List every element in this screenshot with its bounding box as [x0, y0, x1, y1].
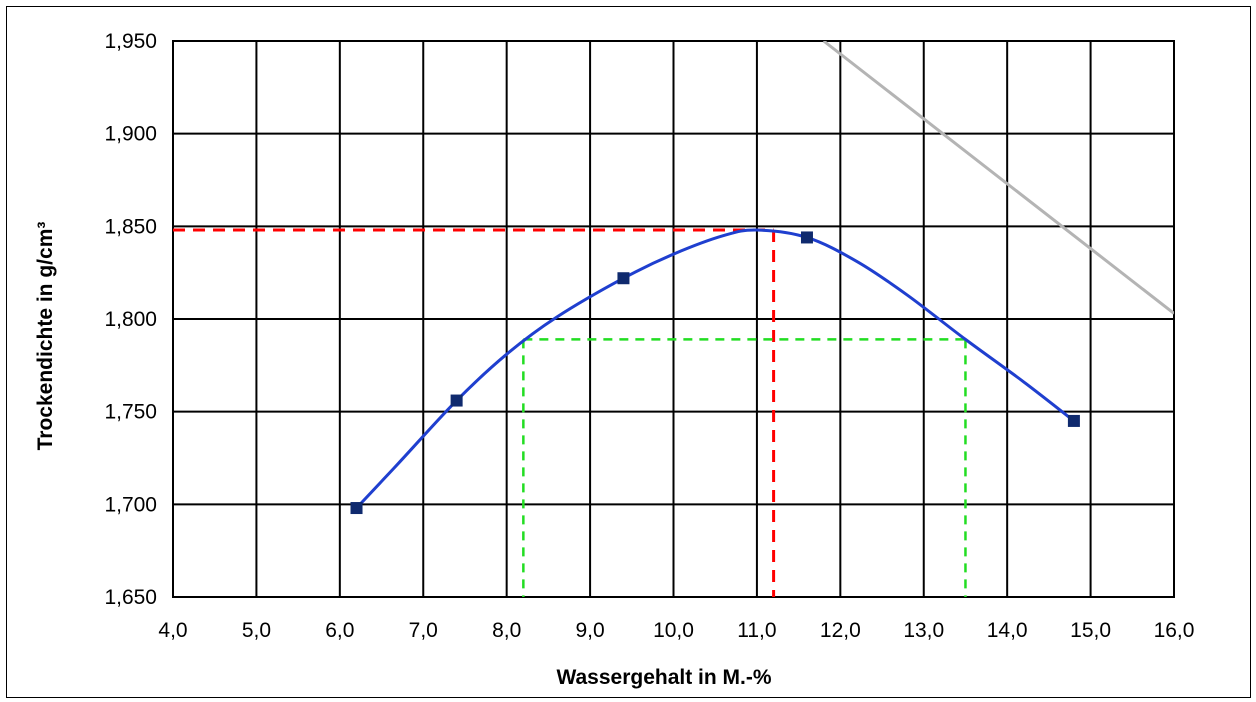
- x-tick-label: 11,0: [737, 619, 776, 642]
- x-tick-label: 4,0: [158, 619, 187, 642]
- data-point-marker: [617, 272, 630, 285]
- x-tick-label: 5,0: [242, 619, 271, 642]
- data-point-marker: [450, 394, 463, 407]
- guide-lines: [173, 228, 967, 597]
- series: [355, 41, 1174, 510]
- proctor-curve: [355, 228, 1075, 510]
- data-point-marker: [800, 231, 813, 244]
- x-tick-label: 15,0: [1070, 619, 1111, 642]
- y-axis-title: Trockendichte in g/cm³: [34, 222, 57, 451]
- y-tick-label: 1,800: [104, 308, 157, 331]
- x-axis-title: Wassergehalt in M.-%: [556, 666, 771, 689]
- markers: [350, 231, 1080, 515]
- x-tick-label: 13,0: [903, 619, 944, 642]
- x-tick-label: 8,0: [492, 619, 521, 642]
- y-tick-label: 1,750: [104, 401, 157, 424]
- data-point-marker: [350, 502, 363, 515]
- plot-border: [172, 40, 1175, 598]
- x-tick-label: 10,0: [653, 619, 694, 642]
- data-point-marker: [1067, 414, 1080, 427]
- x-tick-label: 6,0: [325, 619, 354, 642]
- gridlines: [172, 40, 1175, 598]
- y-tick-label: 1,700: [104, 493, 157, 516]
- y-tick-labels: 1,650 1,700 1,750 1,800 1,850 1,900 1,950: [104, 30, 157, 609]
- y-tick-label: 1,950: [104, 30, 157, 53]
- x-tick-label: 9,0: [575, 619, 604, 642]
- y-tick-label: 1,650: [104, 586, 157, 609]
- saturation-line: [822, 41, 1174, 315]
- y-tick-label: 1,850: [104, 215, 157, 238]
- x-tick-label: 16,0: [1154, 619, 1195, 642]
- x-tick-labels: 4,0 5,0 6,0 7,0 8,0 9,0 10,0 11,0 12,0 13,0 14,0 15…: [158, 619, 1194, 642]
- x-tick-label: 7,0: [409, 619, 438, 642]
- x-tick-label: 14,0: [987, 619, 1028, 642]
- x-tick-label: 12,0: [820, 619, 861, 642]
- y-tick-label: 1,900: [104, 123, 157, 146]
